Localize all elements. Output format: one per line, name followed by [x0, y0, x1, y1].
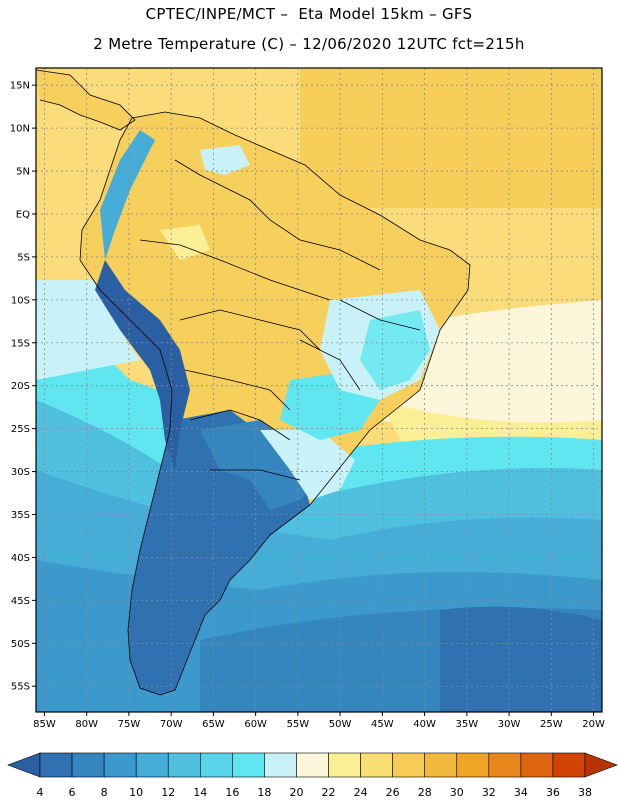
lon-tick-label: 80W — [75, 719, 98, 730]
colorbar-label: 12 — [161, 786, 175, 799]
colorbar-label: 18 — [257, 786, 271, 799]
lat-tick-label: 15N — [10, 81, 30, 92]
colorbar-bin — [520, 752, 554, 778]
colorbar-bin — [232, 752, 265, 778]
colorbar-bin — [392, 752, 426, 778]
colorbar-label: 24 — [354, 786, 368, 799]
colorbar-bin — [71, 752, 105, 778]
longitude-ticks: 85W 80W 75W 70W 65W 60W 55W 50W 45W 40W 35W 30W 25W 2… — [33, 712, 605, 730]
colorbar-bin — [360, 752, 393, 778]
colorbar-label: 10 — [129, 786, 143, 799]
lon-tick-label: 70W — [160, 719, 183, 730]
lat-tick-label: 35S — [11, 510, 30, 521]
colorbar-bin — [296, 752, 329, 778]
lon-tick-label: 20W — [582, 719, 605, 730]
colorbar-label: 6 — [69, 786, 76, 799]
map-field — [36, 68, 602, 712]
lon-tick-label: 60W — [244, 719, 267, 730]
lat-tick-label: 45S — [11, 596, 30, 607]
lon-tick-label: 65W — [202, 719, 225, 730]
colorbar-bin — [167, 752, 201, 778]
map-subtitle: 2 Metre Temperature (C) – 12/06/2020 12U… — [93, 35, 525, 53]
ocean-north-warm — [300, 68, 602, 208]
colorbar-bin — [456, 752, 490, 778]
lat-tick-label: 55S — [11, 682, 30, 693]
uruguay-land — [260, 430, 355, 500]
lat-tick-label: 25S — [11, 424, 30, 435]
colorbar-label: 34 — [514, 786, 528, 799]
lat-tick-label: 50S — [11, 639, 30, 650]
lon-tick-label: 50W — [329, 719, 352, 730]
colorbar-label: 16 — [225, 786, 239, 799]
ocean-pacific-pale — [36, 280, 140, 380]
lon-tick-label: 40W — [413, 719, 436, 730]
colorbar-label: 36 — [546, 786, 560, 799]
colorbar-label: 38 — [578, 786, 592, 799]
lat-tick-label: 5S — [17, 252, 30, 263]
colorbar-bin — [135, 752, 169, 778]
lat-tick-label: 15S — [11, 338, 30, 349]
amazon-spot — [200, 145, 250, 175]
colorbar-labels: 4 6 8 10 12 14 16 18 20 22 24 26 28 30 32 34 36 38 — [37, 786, 593, 799]
colorbar-label: 30 — [450, 786, 464, 799]
colorbar — [7, 752, 618, 778]
central-andes — [95, 260, 190, 470]
map-frame — [35, 67, 603, 713]
lat-tick-label: 40S — [11, 553, 30, 564]
colorbar-label: 32 — [482, 786, 496, 799]
ocean-cold-band-3 — [440, 606, 602, 712]
colorbar-bin — [424, 752, 458, 778]
northern-andes — [100, 130, 155, 260]
lon-tick-label: 75W — [118, 719, 141, 730]
colorbar-label: 22 — [322, 786, 336, 799]
colorbar-bin — [39, 752, 73, 778]
colorbar-bin — [199, 752, 233, 778]
lat-tick-label: 10S — [11, 295, 30, 306]
lon-tick-label: 55W — [287, 719, 310, 730]
country-borders — [36, 69, 471, 696]
lat-tick-label: 5N — [16, 167, 30, 178]
colorbar-bin — [328, 752, 361, 778]
colorbar-bin — [552, 752, 586, 778]
colorbar-label: 26 — [386, 786, 400, 799]
graticule — [36, 68, 602, 712]
central-america-land — [36, 70, 135, 130]
colorbar-bin — [103, 752, 137, 778]
lon-tick-label: 25W — [540, 719, 563, 730]
map-title: CPTEC/INPE/MCT – Eta Model 15km – GFS — [145, 5, 473, 23]
lat-tick-label: EQ — [16, 209, 30, 220]
brazil-highland-land — [360, 310, 430, 390]
colorbar-label: 14 — [193, 786, 207, 799]
colorbar-label: 28 — [418, 786, 432, 799]
colorbar-bin — [488, 752, 522, 778]
colorbar-max-triangle — [584, 752, 618, 778]
colorbar-label: 8 — [101, 786, 108, 799]
lon-tick-label: 45W — [371, 719, 394, 730]
lat-tick-label: 20S — [11, 381, 30, 392]
colorbar-label: 4 — [37, 786, 44, 799]
lon-tick-label: 30W — [498, 719, 521, 730]
lat-tick-label: 30S — [11, 467, 30, 478]
latitude-ticks: 15N 10N 5N EQ 5S 10S 15S 20S 25S 30S 35S 40S 45S 50S 5… — [10, 81, 36, 693]
lat-tick-label: 10N — [10, 124, 30, 135]
lon-tick-label: 85W — [33, 719, 56, 730]
colorbar-label: 20 — [289, 786, 303, 799]
lon-tick-label: 35W — [456, 719, 479, 730]
colorbar-bin — [264, 752, 297, 778]
colorbar-min-triangle — [7, 752, 41, 778]
